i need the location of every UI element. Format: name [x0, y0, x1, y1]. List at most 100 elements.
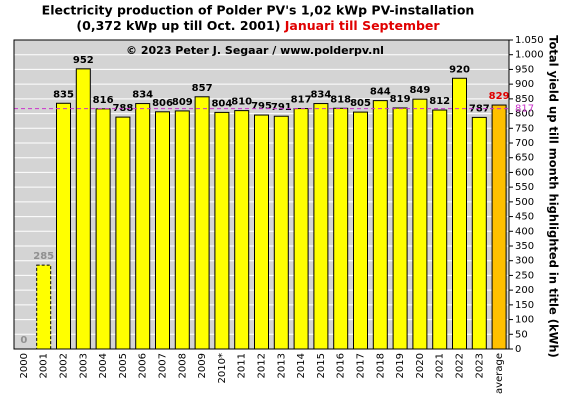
- bar: [75, 68, 91, 350]
- value-label: 795: [251, 101, 272, 112]
- value-label: 818: [330, 94, 351, 105]
- x-tick-label: 2003: [78, 353, 89, 378]
- value-label: 809: [172, 97, 193, 108]
- bar: [273, 115, 289, 350]
- y-tick-label: 150: [515, 300, 534, 311]
- y-tick-label: 600: [515, 167, 534, 178]
- y-tick-label: 250: [515, 270, 534, 281]
- bar: [353, 111, 368, 350]
- subtitle: (0,372 kWp up till Oct. 2001): [76, 18, 280, 33]
- x-tick-label: 2000: [19, 353, 30, 378]
- chart-title: Electricity production of Polder PV's 1,…: [42, 3, 475, 18]
- y-tick-label: 400: [515, 226, 534, 237]
- value-label: 834: [310, 90, 331, 101]
- bar: [155, 111, 170, 350]
- bar: [254, 114, 269, 350]
- bar: [95, 108, 111, 350]
- value-label: 804: [211, 98, 232, 109]
- x-tick-label: 2013: [276, 353, 287, 378]
- annotation: © 2023 Peter J. Segaar / www.polderpv.nl: [126, 44, 384, 57]
- bar: [452, 77, 467, 350]
- y-tick-label: 100: [515, 315, 534, 326]
- x-tick-label: 2002: [59, 353, 70, 378]
- value-label: 806: [152, 98, 173, 109]
- value-label: 817: [291, 95, 312, 106]
- bar: [412, 98, 428, 350]
- y-tick-label: 650: [515, 153, 534, 164]
- x-tick-label: 2020: [415, 353, 426, 378]
- value-label: 952: [73, 55, 94, 66]
- x-tick-label: 2022: [455, 353, 466, 378]
- x-tick-label: 2010*: [217, 353, 228, 383]
- value-label: 834: [132, 90, 153, 101]
- bar: [56, 102, 71, 350]
- bar: [392, 107, 408, 350]
- x-tick-label: 2018: [375, 353, 386, 378]
- x-tick-label: 2021: [435, 353, 446, 378]
- value-label: 285: [33, 251, 54, 262]
- y-tick-label: 750: [515, 123, 534, 134]
- value-label: 849: [409, 85, 430, 96]
- y-tick-label: 350: [515, 241, 534, 252]
- y-tick-label: 1.050: [515, 35, 544, 46]
- value-label: 791: [271, 102, 292, 113]
- y-tick-label: 550: [515, 182, 534, 193]
- bar: [471, 116, 487, 350]
- y-tick-label: 450: [515, 212, 534, 223]
- x-tick-label: 2019: [395, 353, 406, 378]
- y-tick-label: 850: [515, 94, 534, 105]
- bar: [234, 110, 250, 350]
- x-tick-label: 2008: [177, 353, 188, 378]
- y-tick-label: 300: [515, 256, 534, 267]
- x-tick-label: 2017: [356, 353, 367, 378]
- subtitle-highlight: Januari till September: [284, 18, 441, 33]
- bar: [432, 109, 448, 350]
- y-tick-label: 50: [515, 329, 528, 340]
- y-tick-label: 950: [515, 64, 534, 75]
- bar: [372, 100, 388, 350]
- value-label: 844: [370, 87, 391, 98]
- x-tick-label: 2011: [237, 353, 248, 378]
- bar: [115, 116, 131, 350]
- value-label: 857: [192, 83, 213, 94]
- x-tick-label: 2007: [158, 353, 169, 378]
- bar: [333, 107, 349, 350]
- x-tick-label: 2023: [474, 353, 485, 378]
- bar: [174, 110, 190, 350]
- value-label: 810: [231, 97, 252, 108]
- y-tick-label: 700: [515, 138, 534, 149]
- plot-frame: [13, 39, 510, 350]
- y-tick-label: 800: [515, 109, 534, 120]
- bar: [36, 264, 52, 350]
- x-tick-label: 2009: [197, 353, 208, 378]
- x-tick-label: 2015: [316, 353, 327, 378]
- x-tick-label: 2004: [98, 353, 109, 378]
- y-tick-label: 200: [515, 285, 534, 296]
- y-tick-label: 0: [515, 344, 521, 355]
- value-label: 0: [20, 335, 27, 346]
- bar: [214, 111, 230, 350]
- value-label: 835: [53, 89, 74, 100]
- reference-label: 817: [515, 104, 534, 115]
- value-label: 805: [350, 98, 371, 109]
- x-tick-label: 2016: [336, 353, 347, 378]
- value-label: 819: [390, 94, 411, 105]
- bar: [313, 103, 329, 350]
- bar: [293, 108, 309, 350]
- value-label: 816: [93, 95, 114, 106]
- y-axis-title: Total yield up till month highlighted in…: [547, 35, 561, 358]
- x-tick-label: 2001: [39, 353, 50, 378]
- bar: [194, 96, 210, 350]
- chart-subtitle: (0,372 kWp up till Oct. 2001) Januari ti…: [76, 18, 440, 33]
- x-tick-label: 2012: [257, 353, 268, 378]
- x-tick-label: 2014: [296, 353, 307, 378]
- bar: [135, 103, 151, 350]
- x-tick-label: 2005: [118, 353, 129, 378]
- x-tick-label: average: [494, 353, 505, 394]
- y-tick-label: 500: [515, 197, 534, 208]
- y-tick-label: 900: [515, 79, 534, 90]
- bar: [491, 104, 507, 350]
- y-tick-label: 1.000: [515, 50, 544, 61]
- value-label: 920: [449, 64, 470, 75]
